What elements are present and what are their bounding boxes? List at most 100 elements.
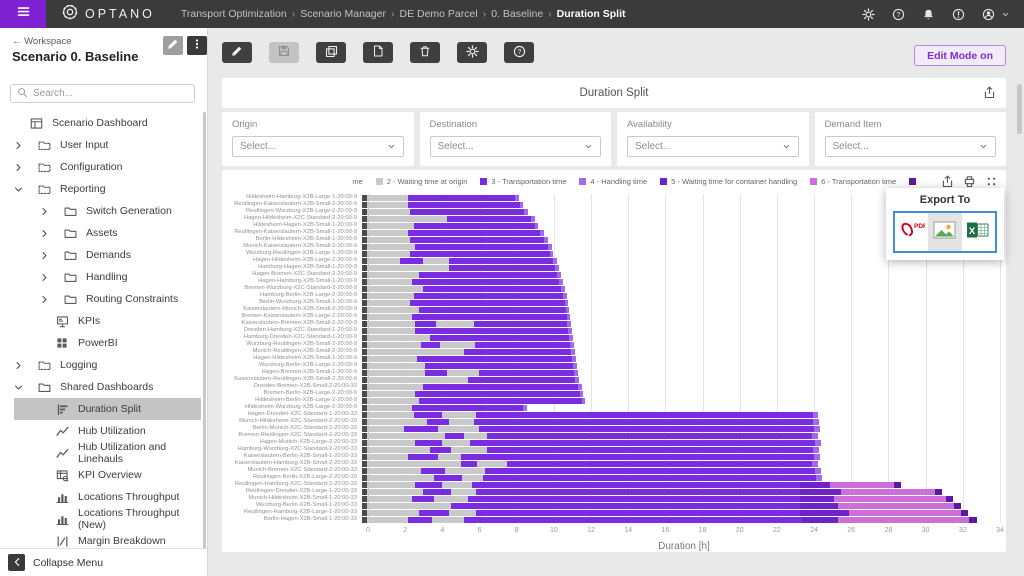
notifications-icon[interactable] — [922, 8, 935, 21]
sidebar-item-powerbi[interactable]: PowerBI — [0, 332, 201, 354]
sidebar-item-reporting[interactable]: Reporting — [0, 178, 201, 200]
sidebar-item-handling[interactable]: Handling — [0, 266, 201, 288]
sidebar-item-locations-throughput[interactable]: Locations Throughput — [0, 486, 201, 508]
bar[interactable] — [362, 292, 1000, 299]
bar[interactable] — [362, 362, 1000, 369]
chevron-right-icon[interactable] — [14, 163, 24, 172]
bar[interactable] — [362, 271, 1000, 278]
chevron-right-icon[interactable] — [40, 295, 50, 304]
legend-item-5[interactable]: 5 - Waiting time for container handling — [660, 177, 797, 186]
bar[interactable] — [362, 509, 1000, 516]
account-icon[interactable] — [982, 8, 995, 21]
bar[interactable] — [362, 208, 1000, 215]
search-input[interactable] — [33, 88, 173, 99]
legend-item-6[interactable]: 6 - Transportation time — [810, 177, 896, 186]
bar[interactable] — [362, 299, 1000, 306]
bar[interactable] — [362, 453, 1000, 460]
help-button[interactable]: ? — [504, 42, 534, 63]
legend-item-7[interactable]: 7 - Handling time — [909, 177, 920, 186]
chevron-right-icon[interactable] — [40, 273, 50, 282]
hamburger-menu-button[interactable] — [0, 0, 46, 28]
alerts-icon[interactable] — [952, 8, 965, 21]
sidebar-item-kpis[interactable]: KPIs — [0, 310, 201, 332]
sidebar-item-scenario-dashboard[interactable]: Scenario Dashboard — [0, 112, 201, 134]
collapse-menu[interactable]: Collapse Menu — [0, 548, 207, 576]
sidebar-item-routing-constraints[interactable]: Routing Constraints — [0, 288, 201, 310]
bar[interactable] — [362, 278, 1000, 285]
workspace-back-link[interactable]: ← Workspace — [12, 36, 72, 47]
chevron-down-icon[interactable] — [14, 383, 24, 392]
sidebar-item-kpi-overview[interactable]: KPI Overview — [0, 464, 201, 486]
origin-select[interactable]: Select... — [232, 136, 404, 157]
bar[interactable] — [362, 201, 1000, 208]
bar[interactable] — [362, 488, 1000, 495]
settings-icon[interactable] — [862, 7, 875, 21]
sidebar-item-margin-breakdown[interactable]: Margin Breakdown — [0, 530, 201, 552]
demand-item-select[interactable]: Select... — [824, 136, 996, 157]
export-image-option[interactable] — [928, 213, 962, 251]
bar[interactable] — [362, 306, 1000, 313]
legend-item-4[interactable]: 4 - Handling time — [579, 177, 647, 186]
settings-button[interactable] — [457, 42, 487, 63]
bar[interactable] — [362, 432, 1000, 439]
bar[interactable] — [362, 355, 1000, 362]
sidebar-item-duration-split[interactable]: Duration Split — [14, 398, 201, 420]
chevron-right-icon[interactable] — [40, 207, 50, 216]
bar[interactable] — [362, 327, 1000, 334]
sidebar-item-user-input[interactable]: User Input — [0, 134, 201, 156]
help-icon[interactable]: ? — [892, 8, 905, 21]
breadcrumb-segment[interactable]: DE Demo Parcel — [399, 8, 478, 20]
bar[interactable] — [362, 446, 1000, 453]
sidebar-item-switch-generation[interactable]: Switch Generation — [0, 200, 201, 222]
bar[interactable] — [362, 285, 1000, 292]
bar[interactable] — [362, 334, 1000, 341]
edit-button[interactable] — [222, 42, 252, 63]
sidebar-item-assets[interactable]: Assets — [0, 222, 201, 244]
chart-print-icon[interactable] — [963, 175, 976, 188]
chevron-right-icon[interactable] — [14, 141, 24, 150]
chart-fullscreen-icon[interactable] — [985, 175, 998, 188]
bar[interactable] — [362, 348, 1000, 355]
destination-select[interactable]: Select... — [429, 136, 601, 157]
sidebar-item-logging[interactable]: Logging — [0, 354, 201, 376]
share-icon[interactable] — [983, 86, 996, 99]
edit-mode-toggle[interactable]: Edit Mode on — [914, 45, 1006, 66]
bar[interactable] — [362, 390, 1000, 397]
chevron-right-icon[interactable] — [40, 229, 50, 238]
legend-item-1[interactable]: 1 - Handling time — [352, 177, 363, 186]
bar[interactable] — [362, 376, 1000, 383]
sidebar-item-demands[interactable]: Demands — [0, 244, 201, 266]
bar[interactable] — [362, 418, 1000, 425]
availability-select[interactable]: Select... — [627, 136, 799, 157]
save-button[interactable] — [269, 42, 299, 63]
collapse-menu-button[interactable] — [8, 554, 25, 571]
bar[interactable] — [362, 369, 1000, 376]
sidebar-item-configuration[interactable]: Configuration — [0, 156, 201, 178]
scenario-menu-button[interactable] — [187, 36, 207, 55]
duplicate-button[interactable] — [316, 42, 346, 63]
bar[interactable] — [362, 460, 1000, 467]
bar[interactable] — [362, 194, 1000, 201]
bar[interactable] — [362, 236, 1000, 243]
bar[interactable] — [362, 383, 1000, 390]
breadcrumb-segment[interactable]: Scenario Manager — [300, 8, 386, 20]
sidebar-scrollbar[interactable] — [203, 112, 206, 552]
bar[interactable] — [362, 495, 1000, 502]
bar[interactable] — [362, 229, 1000, 236]
chevron-right-icon[interactable] — [40, 251, 50, 260]
chevron-down-icon[interactable] — [14, 185, 24, 194]
bar[interactable] — [362, 439, 1000, 446]
edit-scenario-button[interactable] — [163, 36, 183, 55]
bar[interactable] — [362, 481, 1000, 488]
legend-item-2[interactable]: 2 - Waiting time at origin — [375, 177, 467, 186]
bar[interactable] — [362, 467, 1000, 474]
bar[interactable] — [362, 313, 1000, 320]
sidebar-item-hub-utilization[interactable]: Hub Utilization — [0, 420, 201, 442]
export-excel-option[interactable]: X — [962, 213, 995, 251]
legend-item-3[interactable]: 3 - Transportation time — [480, 177, 566, 186]
main-scrollbar[interactable] — [1017, 84, 1022, 134]
bar[interactable] — [362, 264, 1000, 271]
breadcrumb-segment[interactable]: 0. Baseline — [491, 8, 544, 20]
bar[interactable] — [362, 215, 1000, 222]
delete-button[interactable] — [410, 42, 440, 63]
